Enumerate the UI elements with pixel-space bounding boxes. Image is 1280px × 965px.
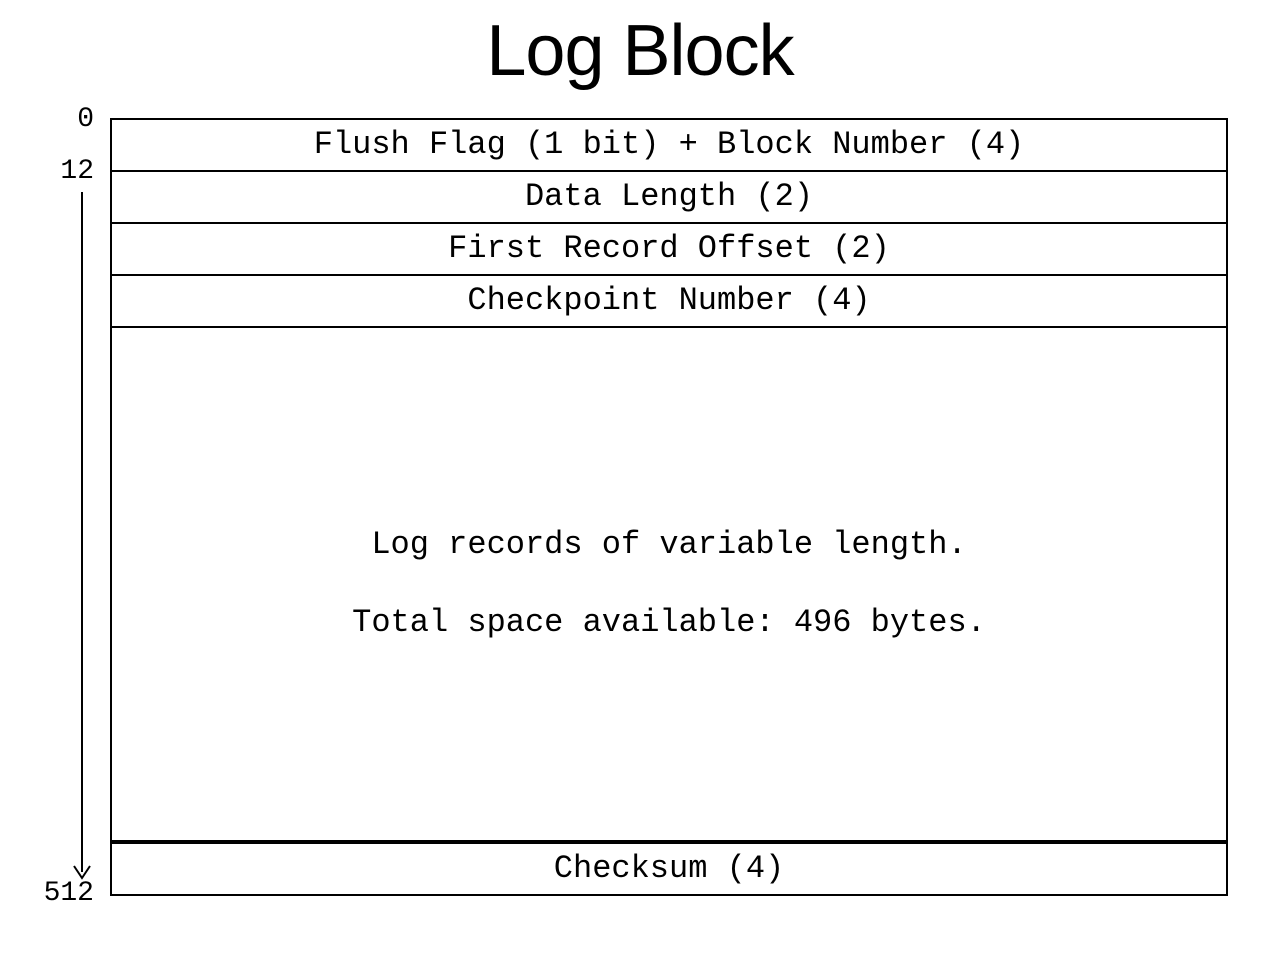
offset-label-header-end: 12 [40,156,94,187]
row-first-record-offset: First Record Offset (2) [112,224,1226,276]
body-text-line2: Total space available: 496 bytes. [352,604,986,642]
body-text-line1: Log records of variable length. [371,526,966,564]
row-checkpoint-number: Checkpoint Number (4) [112,276,1226,328]
offset-arrow-head-icon [72,864,92,882]
row-flush-flag-block-number: Flush Flag (1 bit) + Block Number (4) [112,120,1226,172]
block-layout-table: Flush Flag (1 bit) + Block Number (4) Da… [110,118,1228,896]
offset-arrow-shaft [81,192,83,872]
offset-label-end: 512 [40,878,94,909]
diagram-title: Log Block [0,0,1280,102]
row-data-length: Data Length (2) [112,172,1226,224]
row-checksum: Checksum (4) [112,842,1226,894]
row-log-records-body: Log records of variable length. Total sp… [112,328,1226,842]
offset-label-start: 0 [40,104,94,135]
